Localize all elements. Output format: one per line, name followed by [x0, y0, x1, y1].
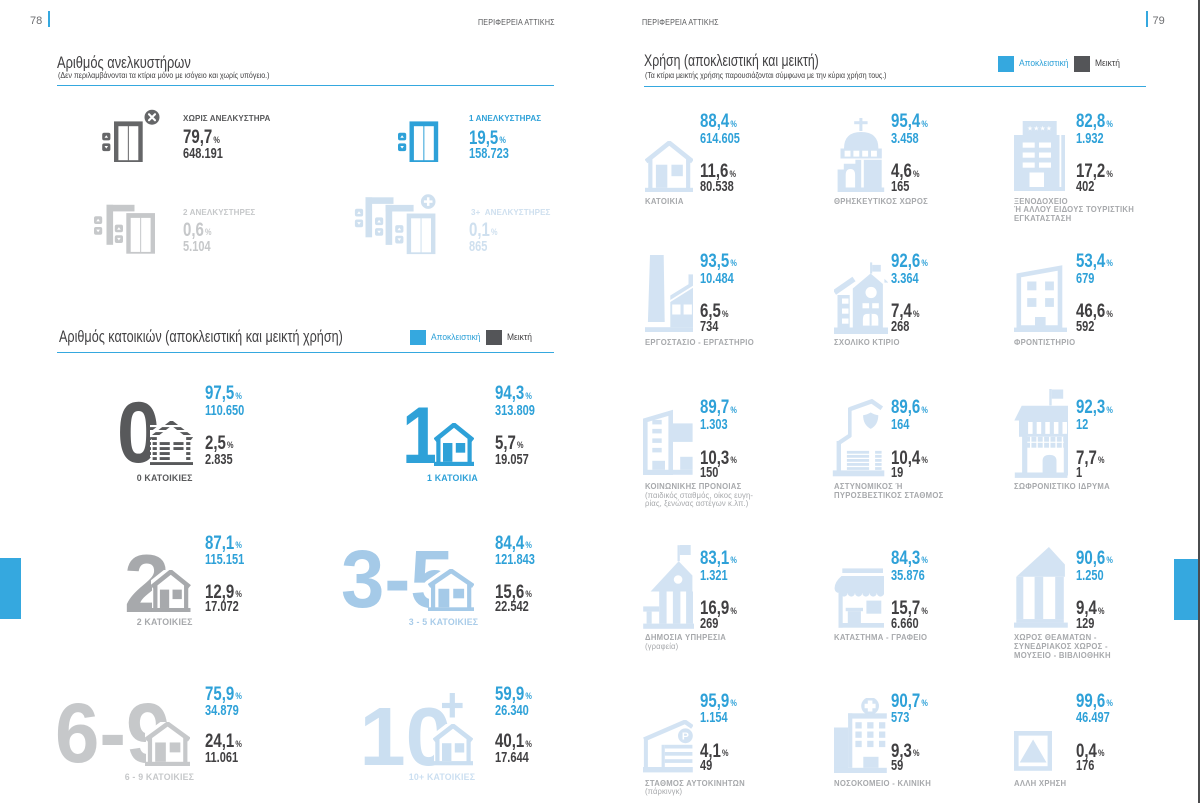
svg-text:P: P — [682, 731, 689, 743]
svg-text:★★★★: ★★★★ — [1027, 125, 1052, 132]
